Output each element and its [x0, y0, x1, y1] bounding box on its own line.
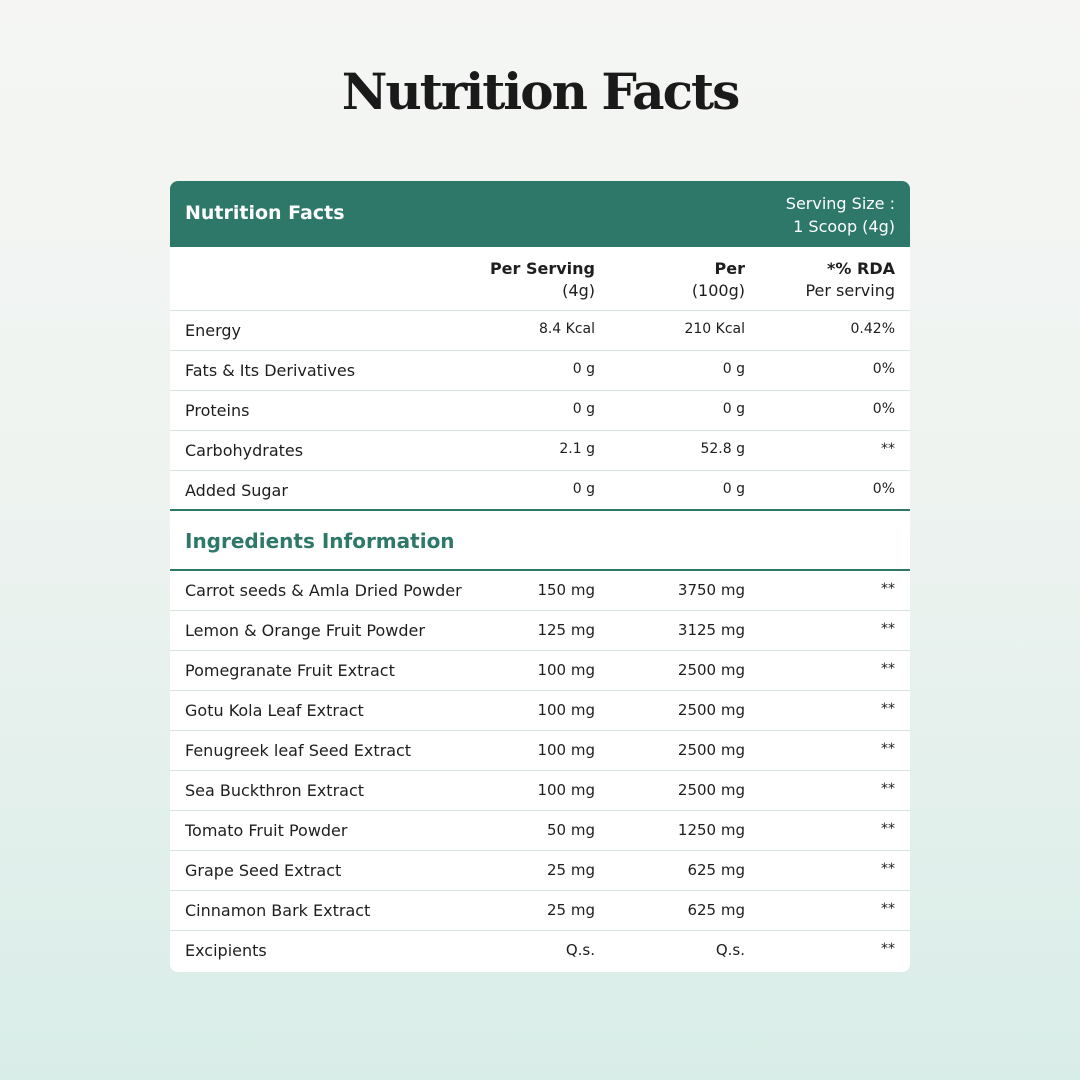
column-header-line: Per Serving — [489, 259, 595, 278]
cell: ** — [881, 621, 895, 637]
cell: Sea Buckthron Extract — [185, 781, 365, 800]
cell: ** — [881, 741, 895, 757]
cell: 0 g — [722, 401, 745, 417]
ingredient-row: Cinnamon Bark Extract 25 mg 625 mg ** — [170, 891, 910, 931]
cell: 100 mg — [537, 741, 595, 759]
header-title: Nutrition Facts — [185, 202, 345, 224]
cell: Tomato Fruit Powder — [185, 821, 348, 840]
cell: Excipients — [185, 941, 267, 960]
cell: ** — [881, 821, 895, 837]
cell: 8.4 Kcal — [538, 321, 595, 337]
column-header-line: Per serving — [805, 281, 895, 300]
cell: 210 Kcal — [684, 321, 745, 337]
cell: 52.8 g — [700, 441, 745, 457]
cell: Proteins — [185, 401, 250, 420]
cell: 2.1 g — [559, 441, 595, 457]
table-header: Nutrition Facts Serving Size : 1 Scoop (… — [170, 181, 910, 247]
ingredient-row: Grape Seed Extract 25 mg 625 mg ** — [170, 851, 910, 891]
cell: Cinnamon Bark Extract — [185, 901, 371, 920]
cell: 0% — [872, 401, 895, 417]
serving-size-line: 1 Scoop (4g) — [793, 217, 895, 236]
cell: 2500 mg — [677, 661, 745, 679]
cell: 50 mg — [547, 821, 595, 839]
column-header-line: *% RDA — [827, 259, 895, 278]
cell: 125 mg — [537, 621, 595, 639]
cell: Q.s. — [565, 941, 595, 959]
cell: 100 mg — [537, 781, 595, 799]
cell: 0 g — [722, 481, 745, 497]
cell: 100 mg — [537, 661, 595, 679]
nutrient-row: Proteins 0 g 0 g 0% — [170, 391, 910, 431]
ingredient-row: Pomegranate Fruit Extract 100 mg 2500 mg ** — [170, 651, 910, 691]
cell: ** — [881, 901, 895, 917]
column-header-line: (100g) — [691, 281, 745, 300]
ingredient-row: Sea Buckthron Extract 100 mg 2500 mg ** — [170, 771, 910, 811]
cell: 25 mg — [547, 861, 595, 879]
cell: Q.s. — [715, 941, 745, 959]
cell: 2500 mg — [677, 741, 745, 759]
cell: 0 g — [572, 481, 595, 497]
nutrient-row: Energy 8.4 Kcal 210 Kcal 0.42% — [170, 311, 910, 351]
nutrition-table: Nutrition Facts Serving Size : 1 Scoop (… — [170, 181, 910, 972]
ingredient-row: Lemon & Orange Fruit Powder 125 mg 3125 mg… — [170, 611, 910, 651]
ingredient-row: Gotu Kola Leaf Extract 100 mg 2500 mg ** — [170, 691, 910, 731]
ingredient-row: Carrot seeds & Amla Dried Powder 150 mg 37… — [170, 571, 910, 611]
cell: Fenugreek leaf Seed Extract — [185, 741, 412, 760]
nutrient-row: Carbohydrates 2.1 g 52.8 g ** — [170, 431, 910, 471]
nutrient-row: Added Sugar 0 g 0 g 0% — [170, 471, 910, 511]
cell: 3750 mg — [677, 581, 745, 599]
table-body: Per Serving (4g) Per (100g) *% RDA Per servin… — [170, 247, 910, 971]
cell: Carbohydrates — [185, 441, 304, 460]
column-header-line: Per — [714, 259, 745, 278]
ingredient-row: Excipients Q.s. Q.s. ** — [170, 931, 910, 971]
column-header: Per (100g) — [692, 258, 745, 302]
cell: ** — [881, 861, 895, 877]
cell: Fats & Its Derivatives — [185, 361, 356, 380]
cell: ** — [881, 581, 895, 597]
column-header-row: Per Serving (4g) Per (100g) *% RDA Per servin… — [170, 247, 910, 311]
ingredients-heading: Ingredients Information — [170, 511, 910, 571]
cell: Grape Seed Extract — [185, 861, 342, 880]
cell: Carrot seeds & Amla Dried Powder — [185, 581, 462, 600]
cell: Gotu Kola Leaf Extract — [185, 701, 364, 720]
nutrient-row: Fats & Its Derivatives 0 g 0 g 0% — [170, 351, 910, 391]
cell: ** — [881, 701, 895, 717]
cell: ** — [881, 661, 895, 677]
cell: ** — [881, 941, 895, 957]
cell: 100 mg — [537, 701, 595, 719]
cell: 0 g — [572, 401, 595, 417]
ingredient-row: Fenugreek leaf Seed Extract 100 mg 2500 mg… — [170, 731, 910, 771]
cell: 625 mg — [687, 861, 745, 879]
serving-size-line: Serving Size : — [785, 194, 895, 213]
cell: 0 g — [572, 361, 595, 377]
cell: 625 mg — [687, 901, 745, 919]
cell: 150 mg — [537, 581, 595, 599]
cell: 1250 mg — [677, 821, 745, 839]
cell: ** — [881, 441, 895, 457]
page-title: Nutrition Facts — [341, 62, 741, 121]
cell: 0.42% — [850, 321, 895, 337]
cell: 2500 mg — [677, 781, 745, 799]
cell: 3125 mg — [677, 621, 745, 639]
cell: Added Sugar — [185, 481, 288, 500]
cell: ** — [881, 781, 895, 797]
cell: 25 mg — [547, 901, 595, 919]
cell: Energy — [185, 321, 242, 340]
cell: 0% — [872, 361, 895, 377]
column-header: Per Serving (4g) — [490, 258, 595, 302]
cell: 0 g — [722, 361, 745, 377]
cell: 2500 mg — [677, 701, 745, 719]
cell: Pomegranate Fruit Extract — [185, 661, 395, 680]
serving-size: Serving Size : 1 Scoop (4g) — [786, 192, 895, 238]
column-header-line: (4g) — [562, 281, 595, 300]
column-header: *% RDA Per serving — [805, 258, 895, 302]
cell: Lemon & Orange Fruit Powder — [185, 621, 425, 640]
cell: 0% — [872, 481, 895, 497]
ingredients-title: Ingredients Information — [185, 529, 455, 553]
ingredient-row: Tomato Fruit Powder 50 mg 1250 mg ** — [170, 811, 910, 851]
